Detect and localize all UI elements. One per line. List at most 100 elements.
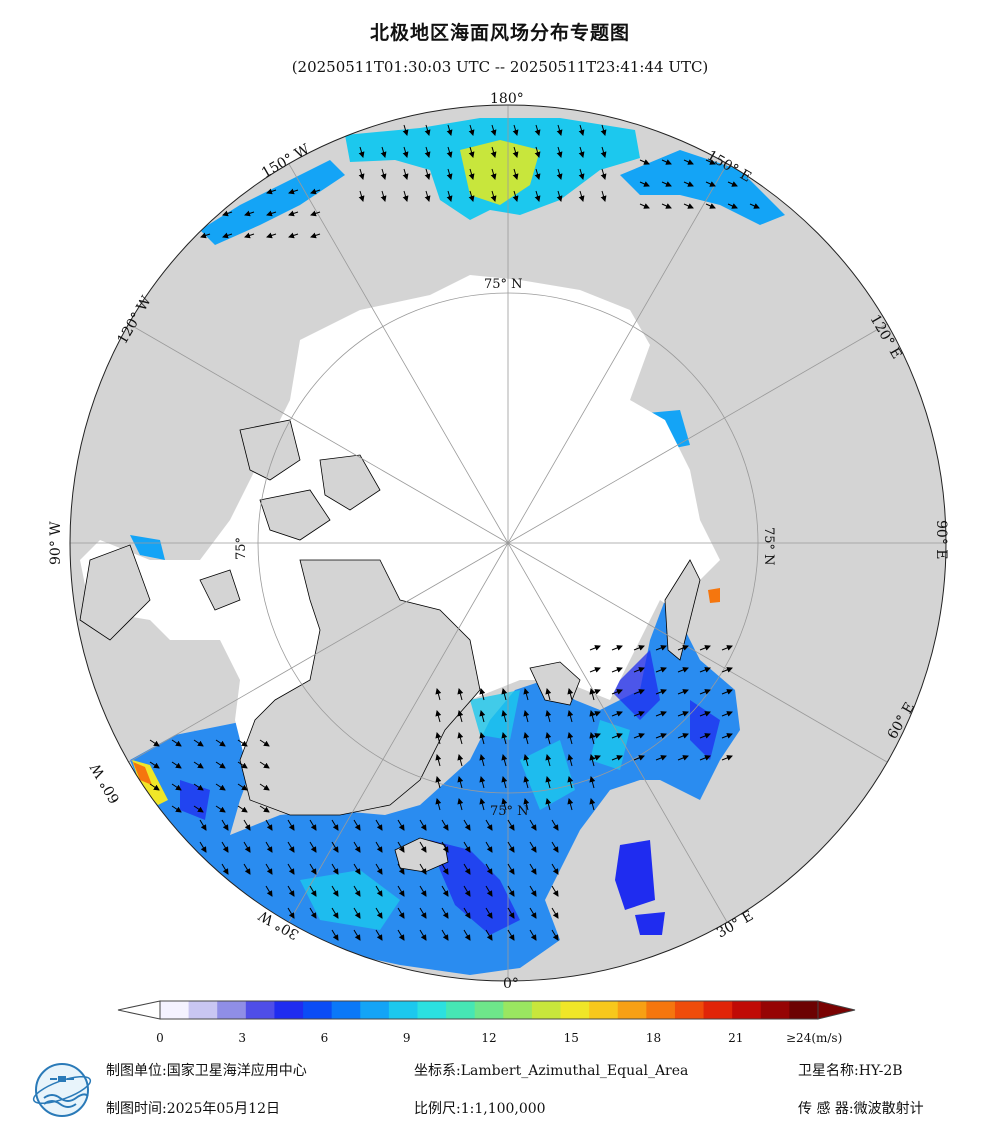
wind-arrow xyxy=(501,688,508,701)
wind-arrow xyxy=(288,188,299,195)
wind-arrow xyxy=(259,805,270,813)
wind-region-bering-yellow xyxy=(460,140,540,205)
wind-region-baltic xyxy=(635,912,665,935)
wind-arrow xyxy=(171,783,182,791)
wind-arrow xyxy=(397,929,405,941)
wind-arrow xyxy=(589,645,601,651)
wind-arrow xyxy=(358,168,365,180)
colorbar-segments xyxy=(160,1001,819,1019)
colorbar-tick-label: 15 xyxy=(564,1031,579,1045)
colorbar-segment xyxy=(760,1001,790,1019)
wind-arrow xyxy=(310,232,321,239)
colorbar-segment xyxy=(446,1001,476,1019)
wind-arrow xyxy=(578,168,585,180)
wind-arrow xyxy=(424,124,431,136)
footer-time-value: 2025年05月12日 xyxy=(166,1101,280,1117)
wind-arrow xyxy=(149,761,160,769)
wind-arrow xyxy=(699,667,711,673)
colorbar-segment xyxy=(360,1001,390,1019)
wind-arrow xyxy=(419,885,427,897)
footer-scale: 比例尺:1:1,100,000 xyxy=(414,1098,546,1118)
map-boundary xyxy=(69,104,947,982)
land-canadian-archipelago xyxy=(199,419,381,611)
wind-arrow xyxy=(479,710,486,723)
graticule xyxy=(70,105,946,981)
wind-arrow xyxy=(677,733,689,739)
wind-arrow xyxy=(501,754,508,767)
wind-arrow xyxy=(523,688,530,701)
wind-arrow xyxy=(265,841,273,853)
wind-arrow xyxy=(551,863,559,875)
wind-arrow xyxy=(721,711,733,717)
wind-arrow xyxy=(193,805,204,813)
wind-arrow xyxy=(397,885,405,897)
wind-arrow xyxy=(589,798,596,811)
wind-arrow xyxy=(463,929,471,941)
wind-arrow xyxy=(419,863,427,875)
footer-unit-label: 制图单位: xyxy=(106,1063,167,1079)
wind-arrow xyxy=(556,146,563,158)
footer-coord: 坐标系:Lambert_Azimuthal_Equal_Area xyxy=(414,1060,688,1080)
wind-arrow xyxy=(661,181,672,187)
wind-arrow xyxy=(215,805,226,813)
colorbar-segment xyxy=(503,1001,533,1019)
wind-arrow xyxy=(551,929,559,941)
wind-arrow xyxy=(463,819,471,831)
wind-arrow xyxy=(463,907,471,919)
wind-arrow xyxy=(507,929,515,941)
wind-region-atlantic-light xyxy=(300,690,630,930)
wind-arrow xyxy=(468,124,475,136)
colorbar-tick-label: 6 xyxy=(321,1031,329,1045)
wind-arrow xyxy=(705,159,716,165)
wind-arrow xyxy=(479,798,486,811)
wind-arrow xyxy=(545,710,552,723)
lat-label-top: 75° N xyxy=(484,277,523,292)
wind-arrow xyxy=(699,755,711,761)
wind-arrow xyxy=(375,819,383,831)
wind-arrow xyxy=(446,146,453,158)
wind-arrow xyxy=(259,761,270,769)
colorbar-tick-label: 9 xyxy=(403,1031,411,1045)
wind-arrow xyxy=(501,710,508,723)
footer-time-label: 制图时间: xyxy=(106,1101,167,1117)
wind-arrow xyxy=(655,689,667,695)
wind-arrow xyxy=(353,929,361,941)
wind-arrow xyxy=(446,124,453,136)
footer-sensor-label: 传 感 器: xyxy=(798,1101,854,1117)
colorbar-segment xyxy=(789,1001,819,1019)
wind-arrow xyxy=(215,739,226,747)
wind-arrow xyxy=(655,733,667,739)
wind-arrow xyxy=(485,819,493,831)
wind-arrow xyxy=(523,798,530,811)
wind-arrow xyxy=(287,841,295,853)
colorbar-tick-label: 3 xyxy=(238,1031,246,1045)
wind-region-alaska-gulf xyxy=(200,160,345,245)
wind-arrow xyxy=(149,739,160,747)
wind-arrow xyxy=(699,733,711,739)
lon-label-60w: 60° W xyxy=(87,760,123,806)
wind-arrow xyxy=(490,146,497,158)
wind-arrow xyxy=(501,798,508,811)
wind-arrow xyxy=(677,755,689,761)
wind-arrow xyxy=(375,863,383,875)
wind-arrow xyxy=(556,124,563,136)
colorbar-segment xyxy=(646,1001,676,1019)
wind-arrow xyxy=(529,863,537,875)
wind-arrow xyxy=(468,190,475,202)
wind-arrow xyxy=(683,181,694,187)
wind-arrow xyxy=(507,907,515,919)
wind-arrow xyxy=(441,929,449,941)
colorbar-segment xyxy=(417,1001,447,1019)
wind-arrow xyxy=(446,190,453,202)
wind-arrow xyxy=(655,645,667,651)
wind-arrow xyxy=(331,841,339,853)
wind-arrow xyxy=(479,688,486,701)
colorbar-tick-label: 21 xyxy=(728,1031,743,1045)
wind-arrow xyxy=(441,819,449,831)
footer-coord-label: 坐标系: xyxy=(414,1063,461,1079)
wind-arrow xyxy=(529,819,537,831)
wind-region-yenisei xyxy=(708,588,720,603)
wind-arrow xyxy=(221,863,229,875)
wind-arrow xyxy=(353,863,361,875)
wind-arrow xyxy=(727,181,738,187)
